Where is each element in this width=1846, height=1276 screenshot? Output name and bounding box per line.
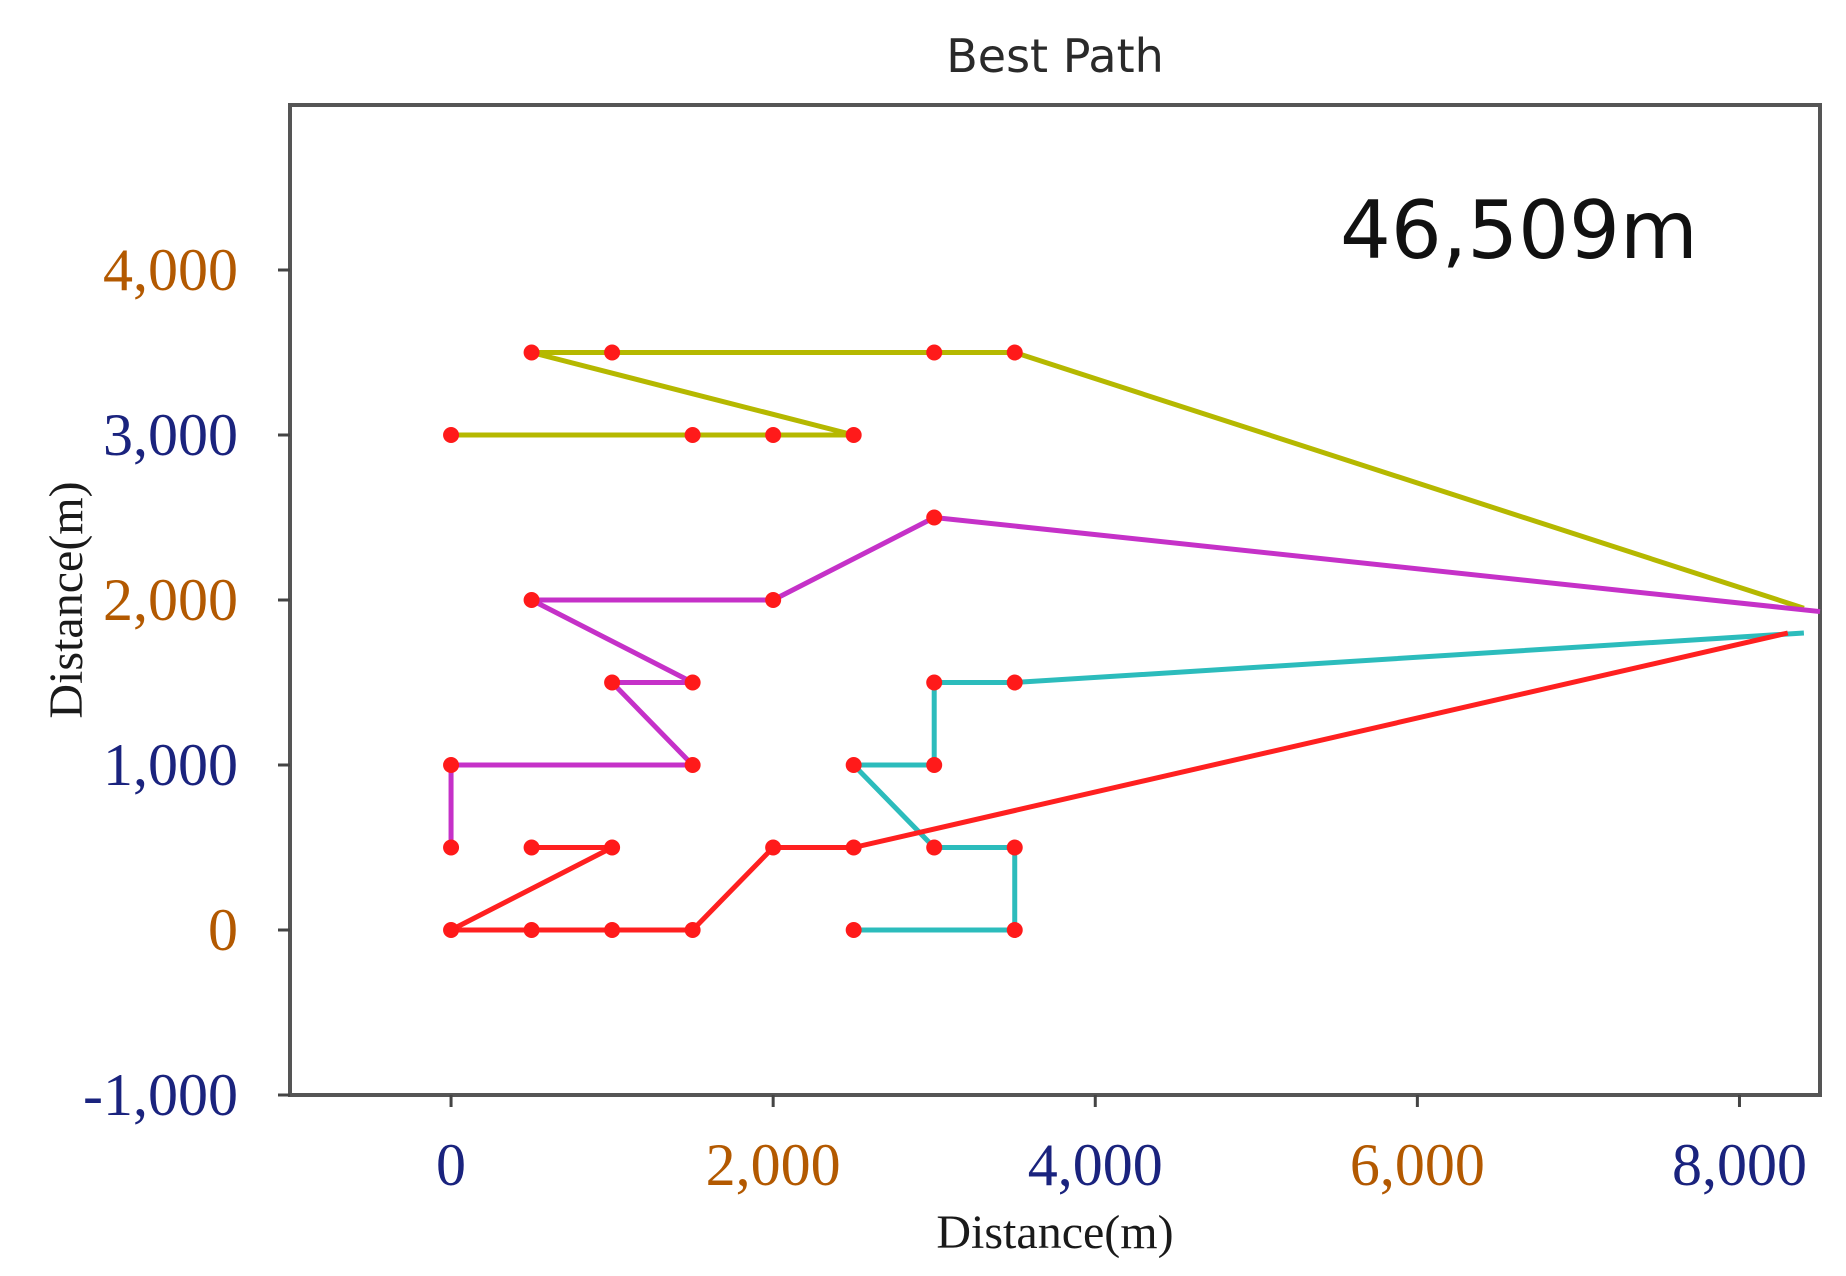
path-point — [845, 922, 862, 938]
path-point — [845, 839, 862, 856]
path-point — [684, 427, 701, 443]
path-point — [523, 344, 540, 361]
y-tick-label: 0 — [208, 897, 238, 963]
path-point — [604, 922, 621, 938]
path-point — [604, 674, 621, 691]
y-tick-label: 4,000 — [103, 237, 238, 303]
path-point — [926, 757, 943, 773]
path-point — [926, 839, 943, 856]
path-point — [1006, 839, 1023, 856]
path-point — [1006, 674, 1023, 691]
path-point — [1006, 922, 1023, 938]
path-point — [443, 757, 460, 773]
y-axis: -1,000 0 1,000 2,000 3,000 4,000 — [83, 237, 290, 1128]
path-point — [845, 757, 862, 773]
x-axis-label: Distance(m) — [936, 1206, 1173, 1259]
x-axis: 0 2,000 4,000 6,000 8,000 — [436, 1095, 1807, 1198]
path-point — [443, 427, 460, 443]
x-tick-label: 8,000 — [1672, 1132, 1807, 1198]
y-tick-label: 3,000 — [103, 402, 238, 468]
path-point — [684, 757, 701, 773]
path-point — [604, 344, 621, 361]
chart-title: Best Path — [946, 29, 1164, 83]
path-point — [1006, 344, 1023, 361]
path-point — [443, 839, 460, 856]
path-point — [765, 427, 782, 443]
path-point — [523, 922, 540, 938]
path-point — [926, 509, 943, 526]
path-point — [523, 592, 540, 608]
path-point — [926, 344, 943, 361]
y-tick-label: -1,000 — [83, 1062, 238, 1128]
x-tick-label: 4,000 — [1028, 1132, 1163, 1198]
x-tick-label: 6,000 — [1350, 1132, 1485, 1198]
x-tick-label: 2,000 — [706, 1132, 841, 1198]
y-tick-label: 2,000 — [103, 567, 238, 633]
y-tick-label: 1,000 — [103, 732, 238, 798]
path-point — [765, 592, 782, 608]
path-point — [765, 839, 782, 856]
x-tick-label: 0 — [436, 1132, 466, 1198]
path-point — [523, 839, 540, 856]
y-axis-label: Distance(m) — [40, 481, 93, 718]
path-point — [684, 922, 701, 938]
path-point — [926, 674, 943, 691]
total-distance-annotation: 46,509m — [1340, 184, 1698, 277]
path-markers — [443, 344, 1023, 938]
path-point — [845, 427, 862, 443]
path-point — [604, 839, 621, 856]
path-point — [443, 922, 460, 938]
path-point — [684, 674, 701, 691]
